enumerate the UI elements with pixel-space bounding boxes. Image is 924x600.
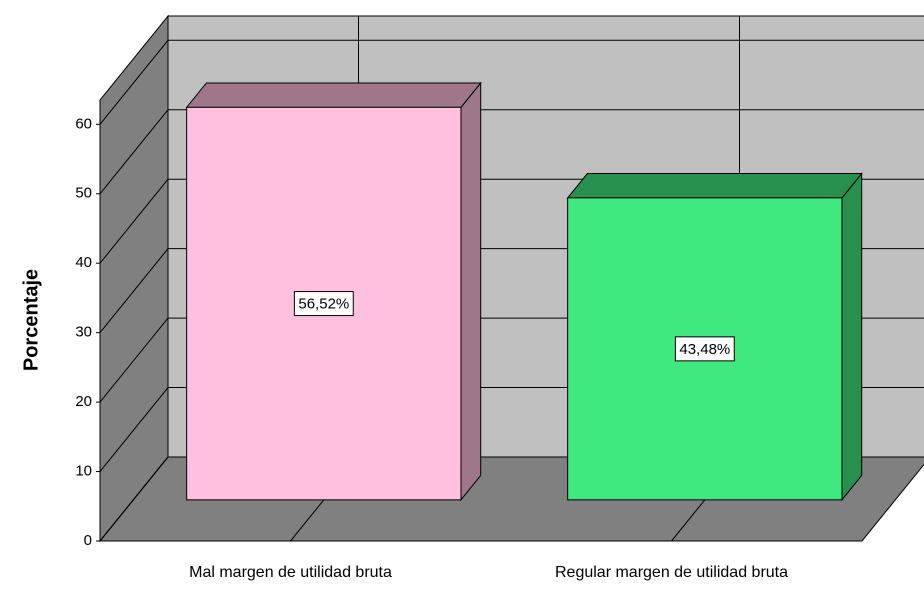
grid-line — [99, 39, 169, 125]
x-tick-label: Mal margen de utilidad bruta — [189, 564, 392, 581]
grid-line — [99, 387, 169, 472]
grid-line — [99, 248, 169, 333]
value-label-box — [674, 336, 735, 362]
bar-side — [460, 81, 482, 502]
y-tick-label: 30 — [75, 324, 92, 341]
bar-top — [566, 173, 863, 199]
grid-line — [99, 317, 169, 403]
y-tick-label: 60 — [75, 115, 92, 132]
value-label: 56,52% — [298, 296, 349, 313]
grid-line — [99, 456, 169, 542]
y-tick-label: 40 — [75, 254, 92, 271]
side-wall — [99, 14, 169, 543]
bar-top — [185, 82, 482, 108]
y-tick-label: 50 — [75, 185, 92, 202]
bar-side — [841, 172, 863, 502]
y-tick-label: 10 — [75, 463, 92, 480]
value-label-box — [293, 291, 354, 317]
y-tick-label: 20 — [75, 393, 92, 410]
y-axis-label: Porcentaje — [20, 269, 42, 371]
grid-line — [99, 178, 169, 264]
x-tick-label: Regular margen de utilidad bruta — [554, 564, 789, 581]
value-label: 43,48% — [679, 341, 730, 358]
grid-line — [99, 109, 169, 195]
y-tick-label: 0 — [84, 532, 92, 549]
